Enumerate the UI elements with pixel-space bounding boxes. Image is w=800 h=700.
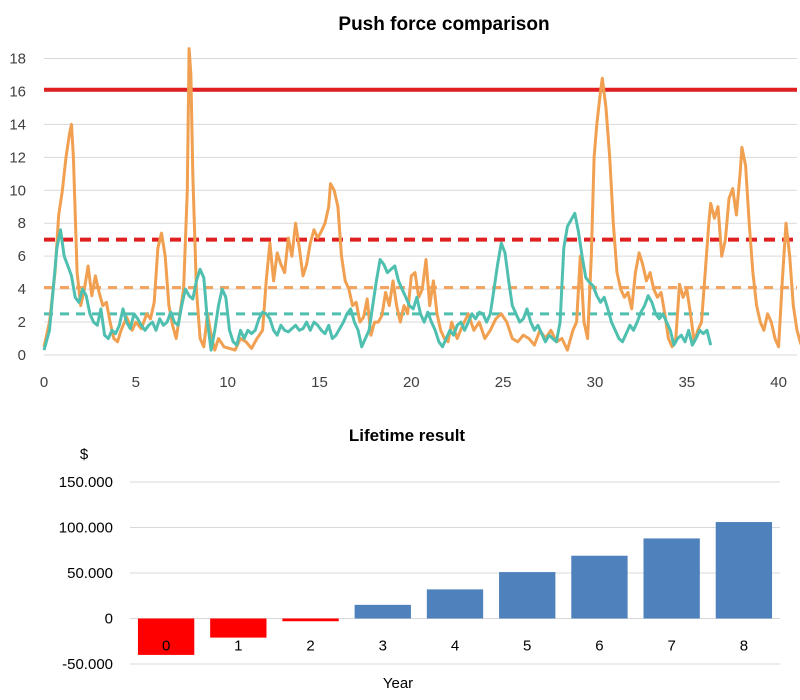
chart-title: Push force comparison <box>338 14 549 35</box>
bar <box>210 618 267 638</box>
y-tick-label: 4 <box>18 281 26 298</box>
bar <box>499 572 556 619</box>
x-tick-label: 0 <box>162 638 170 655</box>
bar <box>282 618 339 622</box>
x-tick-label: 20 <box>403 374 420 391</box>
y-tick-label: 150.000 <box>59 474 113 491</box>
y-tick-label: 14 <box>9 116 26 133</box>
x-tick-label: 5 <box>523 638 531 655</box>
lifetime-result-bar-chart: -50.000 0 50.000 100.000 150.000 0 1 2 3 4 5 6 7 8 L… <box>59 426 780 692</box>
bar <box>715 522 773 619</box>
y-tick-label: -50.000 <box>62 656 113 673</box>
x-tick-label: 6 <box>595 638 603 655</box>
x-tick-label: 15 <box>311 374 328 391</box>
x-tick-label: 2 <box>306 638 314 655</box>
bar <box>426 589 484 619</box>
y-tick-label: 2 <box>18 314 26 331</box>
y-tick-label: 18 <box>9 50 26 67</box>
x-axis-label: Year <box>383 675 413 692</box>
y-tick-label: 12 <box>9 149 26 166</box>
y-tick-label: 8 <box>18 215 26 232</box>
bar <box>354 604 411 619</box>
series-line <box>42 47 800 352</box>
series-line <box>42 211 713 352</box>
x-tick-label: 0 <box>40 374 48 391</box>
x-tick-label: 5 <box>132 374 140 391</box>
y-tick-label: 10 <box>9 182 26 199</box>
chart-title: Lifetime result <box>349 426 466 445</box>
x-tick-label: 35 <box>678 374 695 391</box>
y-tick-label: 100.000 <box>59 520 113 537</box>
push-force-line-chart: 0 2 4 6 8 10 12 14 16 18 0 5 10 15 20 25 30 35 40 Push fo… <box>9 14 800 391</box>
y-tick-label: 16 <box>9 83 26 100</box>
x-tick-label: 25 <box>495 374 512 391</box>
y-axis-label: $ <box>80 446 89 463</box>
x-tick-label: 10 <box>219 374 236 391</box>
y-tick-label: 0 <box>18 347 26 364</box>
x-tick-label: 4 <box>451 638 459 655</box>
x-tick-label: 8 <box>740 638 748 655</box>
y-tick-label: 6 <box>18 248 26 265</box>
y-tick-label: 0 <box>105 611 113 628</box>
x-tick-label: 3 <box>379 638 387 655</box>
x-tick-label: 30 <box>587 374 604 391</box>
bar <box>137 618 195 655</box>
x-tick-label: 40 <box>770 374 787 391</box>
x-tick-label: 7 <box>667 638 675 655</box>
bar <box>571 555 628 619</box>
x-tick-label: 1 <box>234 638 242 655</box>
y-tick-label: 50.000 <box>67 565 113 582</box>
bar <box>643 538 700 619</box>
